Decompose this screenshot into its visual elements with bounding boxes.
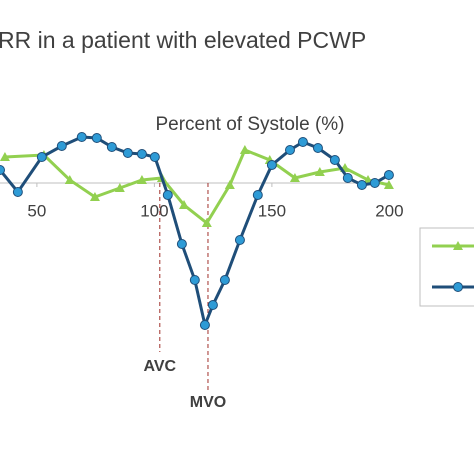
marker (224, 180, 235, 189)
marker (12, 187, 23, 197)
marker (329, 155, 340, 165)
marker (201, 218, 212, 227)
x-tick-label: 150 (258, 201, 286, 220)
marker (0, 165, 5, 175)
marker (356, 180, 367, 190)
marker (179, 200, 190, 209)
marker (453, 241, 463, 250)
marker (266, 160, 277, 170)
marker (76, 132, 87, 142)
annotation-label: MVO (190, 394, 226, 411)
legend (419, 227, 474, 307)
marker (207, 300, 218, 310)
chart-title: RR in a patient with elevated PCWP (0, 27, 366, 53)
marker (312, 143, 323, 153)
marker (453, 282, 463, 292)
x-tick-label: 50 (27, 201, 46, 220)
marker (369, 178, 380, 188)
x-axis-label: Percent of Systole (%) (155, 114, 344, 135)
marker (219, 275, 230, 285)
marker (314, 167, 325, 176)
marker (176, 239, 187, 249)
marker (136, 149, 147, 159)
marker (36, 152, 47, 162)
marker (383, 170, 394, 180)
marker (199, 320, 210, 330)
marker (64, 175, 75, 184)
marker (114, 183, 125, 192)
annotation-label: AVC (144, 358, 177, 375)
marker (122, 148, 133, 158)
marker (239, 145, 250, 154)
marker (149, 152, 160, 162)
marker (91, 133, 102, 143)
marker (56, 141, 67, 151)
x-tick-label: 100 (140, 201, 168, 220)
marker (297, 137, 308, 147)
marker (106, 142, 117, 152)
series-line (0, 135, 390, 331)
marker (284, 145, 295, 155)
marker (383, 180, 394, 189)
marker (342, 173, 353, 183)
marker (234, 235, 245, 245)
marker (162, 190, 173, 200)
marker (89, 192, 100, 201)
marker (136, 175, 147, 184)
marker (289, 173, 300, 182)
x-tick-label: 200 (375, 201, 403, 220)
marker (0, 152, 10, 161)
marker (252, 190, 263, 200)
marker (189, 275, 200, 285)
